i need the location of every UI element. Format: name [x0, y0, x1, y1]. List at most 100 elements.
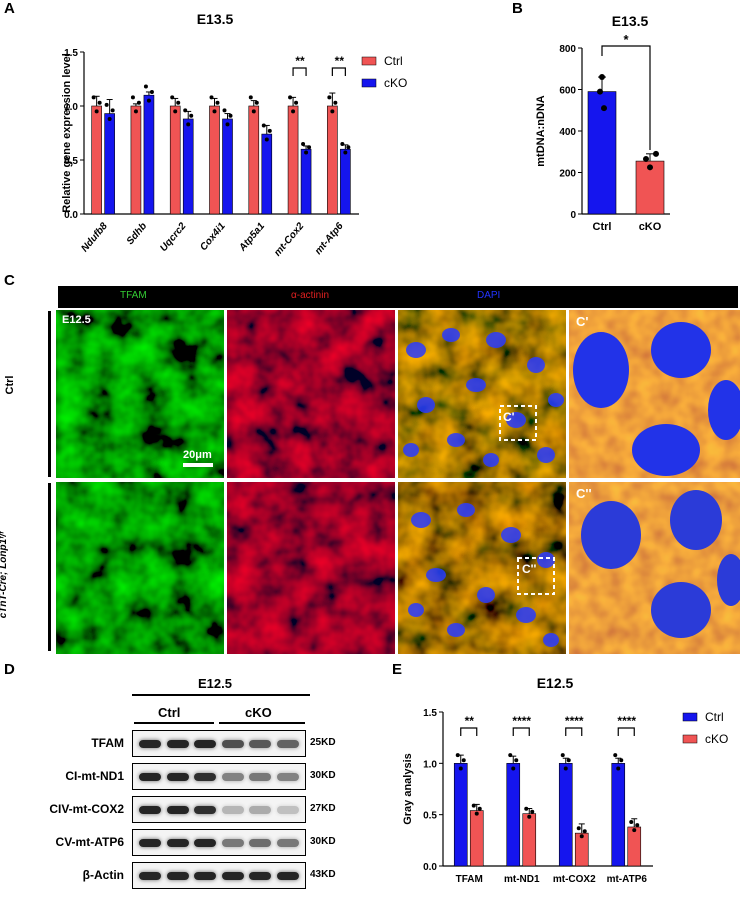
- wb-band: [166, 739, 189, 748]
- x-tick-label: mt-Atp6: [313, 221, 346, 257]
- wb-stage-line: [132, 694, 310, 696]
- data-point: [264, 137, 269, 142]
- x-tick-label: Ctrl: [593, 221, 612, 233]
- data-point: [170, 95, 175, 100]
- significance-label: ****: [565, 714, 584, 728]
- wb-band: [166, 772, 189, 781]
- y-tick-label: 0: [570, 210, 576, 221]
- zoom-label-box-1: C': [503, 410, 515, 424]
- data-point: [189, 113, 194, 118]
- data-point: [301, 142, 306, 147]
- data-point: [527, 814, 532, 819]
- legend-label: cKO: [705, 732, 728, 746]
- data-point: [136, 100, 141, 105]
- data-point: [107, 116, 112, 121]
- wb-kd-label: 30KD: [310, 770, 336, 781]
- data-point: [560, 753, 565, 758]
- data-point: [530, 809, 535, 814]
- data-point: [209, 95, 214, 100]
- wb-band: [139, 772, 161, 781]
- y-tick-label: 800: [559, 44, 576, 55]
- data-point: [333, 100, 338, 105]
- bar: [627, 826, 642, 867]
- wb-band: [249, 871, 271, 880]
- significance-bracket: [292, 67, 307, 76]
- row-bar-cko: [48, 483, 51, 651]
- wb-band: [166, 838, 189, 847]
- row-label-ctrl: Ctrl: [4, 375, 16, 395]
- significance-label: *: [623, 32, 629, 47]
- stage-label-c: E12.5: [62, 314, 91, 326]
- x-tick-label: mt-ND1: [504, 874, 540, 885]
- data-point: [130, 95, 135, 100]
- row-bar-ctrl: [48, 311, 51, 477]
- zoom-label-c2: C'': [576, 486, 592, 501]
- data-point: [582, 829, 587, 834]
- bar: [506, 763, 521, 867]
- data-point: [94, 109, 99, 114]
- data-point: [629, 820, 634, 825]
- data-point: [613, 753, 618, 758]
- data-point: [97, 100, 102, 105]
- data-point: [225, 122, 230, 127]
- data-point: [251, 109, 256, 114]
- bar: [469, 810, 484, 867]
- bar: [209, 105, 220, 215]
- wb-blot-strip: [132, 763, 306, 790]
- wb-stage: E12.5: [198, 676, 232, 691]
- data-point: [176, 100, 181, 105]
- data-point: [186, 122, 191, 127]
- wb-band: [276, 805, 299, 814]
- wb-cko-line: [219, 722, 305, 724]
- panel-label-e: E: [392, 661, 403, 678]
- bar: [130, 105, 142, 215]
- wb-ctrl-line: [134, 722, 214, 724]
- legend-label: Ctrl: [705, 710, 724, 724]
- y-tick-label: 600: [559, 86, 576, 97]
- significance-label: **: [335, 54, 345, 68]
- data-point: [228, 113, 233, 118]
- data-point: [474, 811, 479, 816]
- wb-row-label: TFAM: [91, 736, 124, 750]
- bar: [182, 118, 194, 215]
- bar: [453, 763, 468, 867]
- chart-e: E12.5 0.0 0.5 1.0 1.5 Gray analysis TFAM ** mt-N…: [402, 675, 728, 885]
- significance-bracket: [617, 727, 635, 736]
- wb-band: [249, 838, 271, 847]
- legend-swatch: [361, 78, 377, 88]
- significance-label: **: [295, 54, 305, 68]
- data-point: [143, 84, 148, 89]
- data-point: [212, 109, 217, 114]
- bar: [261, 133, 273, 215]
- data-point: [597, 88, 603, 95]
- chart-b: E13.5 0 200 400 600 800 mtDNA:nDNA Ctrl cKO *: [535, 13, 670, 233]
- wb-blot-strip: [132, 862, 306, 889]
- bar: [169, 105, 181, 215]
- legend-swatch: [361, 56, 377, 66]
- data-point: [183, 108, 188, 113]
- significance-label: ****: [617, 714, 636, 728]
- wb-band: [194, 805, 216, 814]
- data-point: [330, 109, 335, 114]
- y-tick-label: 400: [559, 127, 576, 138]
- bar: [611, 763, 626, 867]
- bar: [522, 813, 537, 867]
- data-point: [327, 95, 332, 100]
- data-point: [477, 806, 482, 811]
- x-tick-label: mt-Cox2: [272, 221, 306, 259]
- x-tick-label: Uqcrc2: [158, 221, 189, 254]
- wb-band: [166, 871, 189, 880]
- legend-swatch: [682, 712, 698, 722]
- wb-row-label: CV-mt-ATP6: [55, 835, 124, 849]
- data-point: [524, 806, 529, 811]
- y-tick-label: 0.0: [423, 862, 437, 873]
- y-tick-label: 0.5: [423, 811, 437, 822]
- y-tick-label: 0.5: [64, 156, 78, 167]
- x-tick-label: mt-COX2: [553, 874, 596, 885]
- x-tick-label: mt-ATP6: [607, 874, 648, 885]
- data-point: [471, 803, 476, 808]
- data-point: [635, 823, 640, 828]
- data-point: [110, 108, 115, 113]
- data-point: [304, 150, 309, 155]
